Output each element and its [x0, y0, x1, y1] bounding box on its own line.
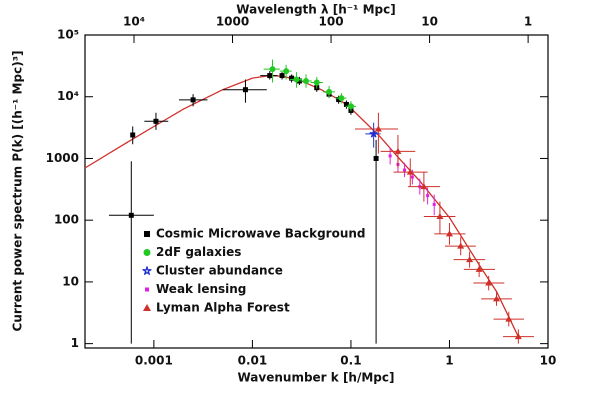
legend-marker	[142, 266, 152, 276]
point	[190, 97, 196, 103]
point	[289, 75, 295, 81]
y-tick-label: 1000	[46, 151, 79, 165]
x2-tick-label: 1	[524, 15, 532, 29]
x2-tick-label: 1000	[216, 15, 249, 29]
point	[426, 194, 430, 198]
legend-label: Weak lensing	[156, 282, 246, 296]
x2-tick-label: 10⁴	[123, 15, 145, 29]
point	[338, 95, 345, 102]
point	[130, 132, 136, 138]
point	[388, 154, 392, 158]
x2-tick-label: 10	[421, 15, 438, 29]
point	[466, 256, 474, 263]
x2-axis-title: Wavelength λ [h⁻¹ Mpc]	[236, 3, 395, 17]
legend-label: Cluster abundance	[156, 264, 283, 278]
model-curve	[84, 74, 519, 337]
point	[373, 155, 379, 161]
point	[436, 212, 444, 219]
point	[403, 168, 407, 172]
legend-marker	[144, 231, 150, 237]
y-axis-title: Current power spectrum P(k) [(h⁻¹ Mpc)³]	[11, 51, 25, 332]
x-tick-label: 10	[540, 354, 557, 368]
legend-marker	[145, 287, 149, 292]
point	[410, 175, 414, 179]
y-tick-label: 100	[54, 213, 79, 227]
point	[406, 168, 414, 175]
y-tick-label: 10⁵	[57, 28, 79, 42]
point	[269, 66, 276, 73]
point	[347, 103, 354, 110]
x-tick-label: 0.1	[340, 354, 361, 368]
point	[485, 279, 493, 286]
x2-tick-label: 100	[319, 15, 344, 29]
y-tick-label: 1	[71, 336, 79, 350]
point	[336, 97, 342, 103]
point	[128, 212, 134, 218]
point	[432, 202, 436, 206]
point	[242, 87, 248, 93]
point	[303, 77, 310, 84]
point	[153, 118, 159, 124]
y-tick-label: 10⁴	[57, 89, 79, 103]
point	[293, 76, 300, 83]
y-tick-label: 10	[62, 274, 79, 288]
point	[369, 129, 378, 138]
point	[283, 68, 290, 75]
legend-label: Cosmic Microwave Background	[156, 227, 366, 241]
point	[475, 265, 483, 272]
x-tick-label: 0.001	[135, 354, 173, 368]
legend-marker	[143, 249, 151, 256]
legend-label: Lyman Alpha Forest	[156, 301, 290, 315]
point	[326, 88, 333, 95]
point	[445, 230, 453, 237]
x-tick-label: 0.01	[238, 354, 268, 368]
point	[420, 183, 428, 190]
legend-marker	[143, 304, 151, 311]
point	[313, 79, 320, 86]
point	[343, 101, 349, 107]
point	[279, 73, 285, 79]
point	[505, 315, 513, 322]
point	[374, 125, 382, 132]
point	[514, 333, 522, 340]
point	[457, 242, 465, 249]
legend-label: 2dF galaxies	[156, 245, 241, 259]
x-axis-title: Wavenumber k [h/Mpc]	[238, 371, 395, 385]
x-tick-label: 1	[445, 354, 453, 368]
point	[394, 147, 402, 154]
point	[267, 73, 273, 79]
plot-frame	[84, 34, 549, 349]
point	[492, 295, 500, 302]
